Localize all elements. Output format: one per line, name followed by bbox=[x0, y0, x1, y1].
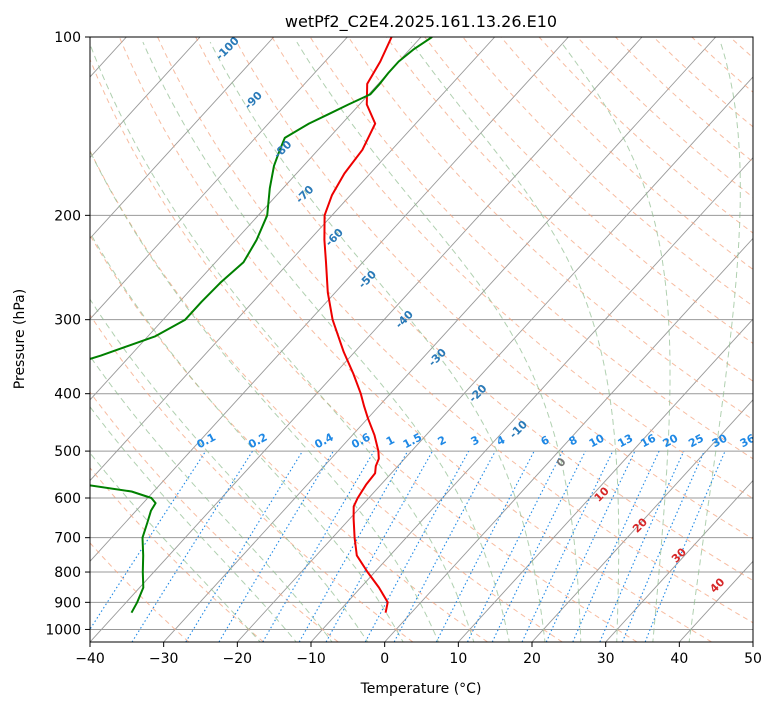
dry-adiabat-line bbox=[90, 58, 638, 642]
moist-adiabat-line bbox=[90, 231, 404, 642]
x-tick-label: −20 bbox=[223, 651, 253, 667]
isotherm-line bbox=[752, 641, 753, 642]
background-lines bbox=[90, 37, 753, 642]
isotherm-line bbox=[237, 76, 753, 642]
mixing-ratio-line bbox=[364, 450, 470, 642]
moist-adiabat-line bbox=[209, 41, 546, 642]
mixing-ratio-line bbox=[90, 450, 207, 631]
x-tick-label: −40 bbox=[75, 651, 105, 667]
dry-adiabat-line bbox=[118, 37, 712, 642]
x-tick-label: 40 bbox=[670, 651, 688, 667]
moist-adiabat-line bbox=[90, 405, 297, 642]
isotherm-line bbox=[90, 37, 201, 159]
mixing-ratio-line bbox=[621, 450, 705, 642]
x-axis-label: Temperature (°C) bbox=[360, 681, 482, 697]
moist-adiabat-line bbox=[688, 41, 741, 642]
y-tick-label: 100 bbox=[54, 30, 81, 46]
mixing-ratio-label: 20 bbox=[661, 431, 681, 450]
x-tick-label: 50 bbox=[744, 651, 762, 667]
moist-adiabat-line bbox=[90, 150, 440, 642]
dry-adiabat-line bbox=[233, 37, 753, 540]
dry-adiabat-line bbox=[195, 37, 753, 582]
x-tick-label: −10 bbox=[296, 651, 326, 667]
x-tick-label: 20 bbox=[523, 651, 541, 667]
mixing-ratio-line bbox=[572, 450, 660, 642]
dry-adiabat-line bbox=[157, 37, 753, 624]
dry-adiabat-line bbox=[90, 149, 563, 642]
y-tick-label: 600 bbox=[54, 491, 81, 507]
moist-adiabat-line bbox=[296, 41, 582, 642]
dry-adiabat-line bbox=[424, 37, 753, 344]
axes: −40 −30 −20 −10 0 10 20 30 40 50 100 200 300 400 500 60… bbox=[45, 30, 762, 667]
dry-adiabat-line bbox=[90, 467, 264, 642]
mixing-ratio-label: 16 bbox=[638, 431, 658, 450]
moist-adiabat-line bbox=[90, 298, 369, 642]
plot-frame bbox=[89, 36, 754, 643]
mixing-ratio-label: 13 bbox=[616, 432, 636, 451]
dry-adiabat-line bbox=[90, 314, 414, 642]
isotherm-line bbox=[90, 37, 348, 320]
temperature-profile-line bbox=[323, 37, 393, 613]
isotherm-line bbox=[605, 479, 753, 642]
mixing-ratio-line bbox=[599, 450, 685, 642]
x-tick-label: 0 bbox=[380, 651, 389, 667]
isotherm-line bbox=[90, 37, 643, 642]
dry-adiabat-line bbox=[271, 37, 753, 500]
x-tick-label: 30 bbox=[597, 651, 615, 667]
mixing-ratio-label: 36 bbox=[738, 431, 758, 450]
mixing-ratio-label: 10 bbox=[587, 431, 607, 450]
chart-title: wetPf2_C2E4.2025.161.13.26.E10 bbox=[285, 12, 557, 32]
mixing-ratio-line bbox=[131, 450, 254, 642]
isotherm-line bbox=[458, 318, 753, 642]
isotherm-line bbox=[531, 399, 753, 642]
mixing-ratio-label: 30 bbox=[710, 431, 730, 450]
y-tick-label: 300 bbox=[54, 313, 81, 329]
x-tick-label: 10 bbox=[449, 651, 467, 667]
dewpoint-profile-line bbox=[90, 37, 433, 614]
y-tick-label: 500 bbox=[54, 444, 81, 460]
moist-adiabat-line bbox=[90, 355, 333, 642]
profile-lines bbox=[90, 37, 433, 614]
mixing-ratio-line bbox=[644, 450, 726, 642]
moist-adiabat-line bbox=[560, 41, 671, 642]
y-tick-label: 700 bbox=[54, 531, 81, 547]
moist-adiabat-line bbox=[90, 42, 475, 642]
isotherm-line bbox=[90, 37, 275, 240]
moist-adiabat-line bbox=[142, 41, 510, 642]
isotherm-line bbox=[310, 156, 753, 642]
y-tick-label: 200 bbox=[54, 208, 81, 224]
isotherm-line bbox=[384, 237, 753, 642]
dry-adiabat-line bbox=[90, 391, 339, 642]
y-tick-label: 400 bbox=[54, 387, 81, 403]
x-tick-label: −30 bbox=[149, 651, 179, 667]
y-axis-label: Pressure (hPa) bbox=[12, 289, 28, 389]
mixing-ratio-line bbox=[185, 450, 304, 642]
isotherm-line bbox=[90, 37, 569, 562]
mixing-ratio-label: 25 bbox=[686, 432, 706, 451]
y-tick-label: 1000 bbox=[45, 622, 81, 638]
mixing-ratio-line bbox=[325, 450, 433, 642]
isotherm-line bbox=[90, 37, 496, 482]
mixing-ratio-line bbox=[467, 450, 564, 642]
mixing-ratio-line bbox=[393, 450, 496, 642]
y-tick-label: 800 bbox=[54, 565, 81, 581]
moist-adiabat-line bbox=[410, 41, 620, 642]
plot-background bbox=[90, 37, 753, 642]
y-tick-label: 900 bbox=[54, 595, 81, 611]
